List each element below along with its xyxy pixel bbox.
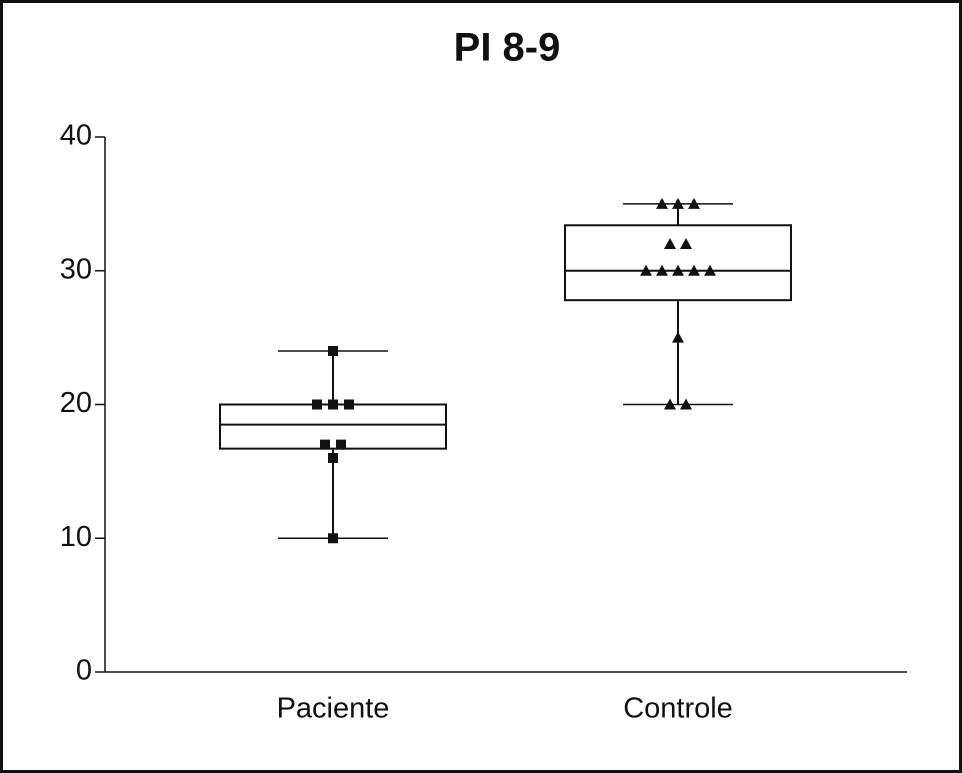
point bbox=[688, 197, 700, 209]
y-tick-label: 30 bbox=[60, 253, 92, 285]
chart-title: PI 8-9 bbox=[454, 26, 561, 70]
point bbox=[664, 238, 676, 249]
box bbox=[564, 224, 792, 302]
point bbox=[328, 533, 338, 544]
y-tick-label: 0 bbox=[76, 655, 92, 687]
point bbox=[328, 399, 338, 410]
y-tick-label: 40 bbox=[60, 120, 92, 152]
y-tick-label: 10 bbox=[60, 521, 92, 553]
point bbox=[344, 399, 354, 410]
point bbox=[320, 439, 330, 450]
point bbox=[672, 197, 684, 209]
point bbox=[656, 264, 668, 276]
point bbox=[336, 439, 346, 450]
box bbox=[219, 403, 447, 450]
point bbox=[328, 346, 338, 356]
point bbox=[688, 264, 700, 276]
point bbox=[680, 238, 692, 249]
x-tick-label: Controle bbox=[623, 693, 733, 725]
x-tick-label: Paciente bbox=[277, 693, 390, 725]
point bbox=[656, 197, 668, 209]
point bbox=[328, 453, 338, 463]
point bbox=[312, 399, 322, 410]
point bbox=[640, 264, 652, 276]
point bbox=[672, 264, 684, 276]
point bbox=[704, 264, 716, 276]
point bbox=[664, 398, 676, 410]
point bbox=[680, 398, 692, 410]
point bbox=[672, 331, 684, 343]
y-tick-label: 20 bbox=[60, 387, 92, 419]
